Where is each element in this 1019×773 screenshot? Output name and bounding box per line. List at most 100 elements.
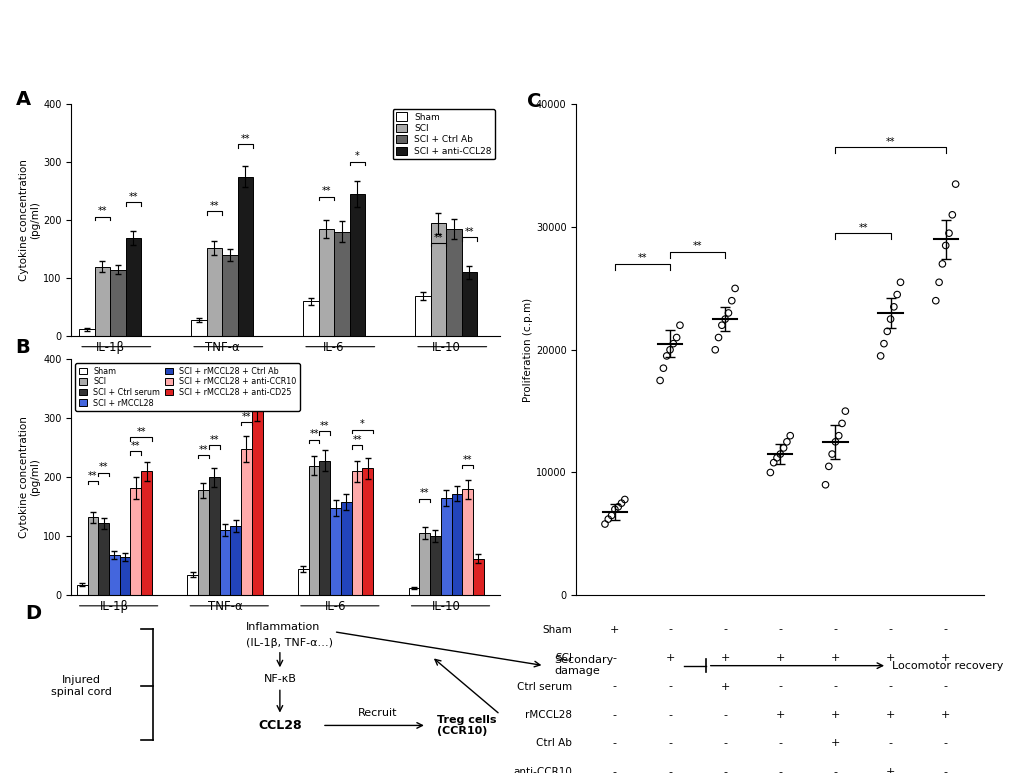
Text: -: - [722, 738, 727, 748]
Text: SCI: SCI [554, 653, 572, 663]
Legend: Sham, SCI, SCI + Ctrl serum, SCI + rMCCL28, SCI + rMCCL28 + Ctrl Ab, SCI + rMCCL: Sham, SCI, SCI + Ctrl serum, SCI + rMCCL… [75, 363, 300, 410]
Point [871, 349, 888, 362]
Bar [303, 301, 318, 336]
Text: +: + [719, 682, 730, 692]
Bar [119, 557, 130, 595]
Point [606, 503, 623, 516]
Text: **: ** [320, 421, 329, 431]
Text: **: ** [99, 462, 108, 472]
Point [651, 374, 667, 386]
Point [658, 349, 675, 362]
Text: -: - [667, 738, 672, 748]
Point [654, 362, 671, 374]
Bar [473, 559, 483, 595]
Text: Recruit: Recruit [358, 708, 397, 717]
Text: +: + [941, 710, 950, 720]
Point [889, 288, 905, 301]
Text: -: - [612, 710, 616, 720]
Text: -: - [833, 625, 837, 635]
Text: Ctrl Ab: Ctrl Ab [536, 738, 572, 748]
Bar [187, 574, 198, 595]
Text: **: ** [128, 192, 138, 202]
Bar [440, 498, 451, 595]
Bar [125, 237, 141, 336]
Text: (IL-1β, TNF-α…): (IL-1β, TNF-α…) [246, 638, 332, 648]
Text: **: ** [240, 134, 250, 144]
Text: **: ** [464, 226, 474, 237]
Point [599, 513, 615, 526]
Legend: Sham, SCI, SCI + Ctrl Ab, SCI + anti-CCL28: Sham, SCI, SCI + Ctrl Ab, SCI + anti-CCL… [392, 109, 495, 159]
Text: C: C [527, 92, 541, 111]
Bar [462, 273, 477, 336]
Text: **: ** [247, 372, 257, 382]
Point [727, 282, 743, 295]
Text: **: ** [321, 186, 331, 196]
Text: +: + [941, 653, 950, 663]
Bar [415, 295, 430, 336]
Text: Locomotor recovery: Locomotor recovery [891, 661, 1003, 671]
Point [829, 430, 846, 442]
Point [616, 493, 633, 506]
Text: **: ** [637, 254, 647, 264]
Bar [209, 477, 219, 595]
Bar [207, 248, 222, 336]
Point [823, 448, 840, 460]
Point [940, 227, 956, 240]
Point [709, 332, 726, 344]
Text: *: * [355, 152, 360, 162]
Text: -: - [777, 767, 782, 773]
Bar [451, 494, 462, 595]
Text: D: D [25, 604, 42, 622]
Point [875, 338, 892, 350]
Bar [252, 410, 262, 595]
Bar [219, 530, 230, 595]
Text: +: + [609, 625, 619, 635]
Bar [237, 177, 253, 336]
Text: -: - [667, 682, 672, 692]
Text: -: - [943, 738, 947, 748]
Bar [79, 329, 95, 336]
Text: -: - [722, 625, 727, 635]
Bar [350, 194, 365, 336]
Point [892, 276, 908, 288]
Text: -: - [612, 767, 616, 773]
Text: +: + [719, 653, 730, 663]
Point [930, 276, 947, 288]
Text: -: - [667, 767, 672, 773]
Bar [445, 229, 462, 336]
Text: +: + [886, 653, 895, 663]
Text: **: ** [130, 441, 141, 451]
Y-axis label: Proliferation (c.p.m): Proliferation (c.p.m) [523, 298, 533, 402]
Bar [334, 232, 350, 336]
Point [603, 509, 620, 522]
Text: anti-CCR10: anti-CCR10 [513, 767, 572, 773]
Bar [298, 569, 309, 595]
Point [834, 417, 850, 430]
Text: **: ** [88, 471, 98, 481]
Text: A: A [15, 90, 31, 110]
Text: -: - [833, 682, 837, 692]
Text: rMCCL28: rMCCL28 [525, 710, 572, 720]
Text: **: ** [209, 435, 219, 445]
Text: -: - [667, 625, 672, 635]
Text: +: + [829, 710, 840, 720]
Text: CCL28: CCL28 [258, 719, 302, 732]
Text: **: ** [98, 206, 107, 216]
Bar [230, 526, 240, 595]
Point [719, 307, 736, 319]
Text: -: - [777, 682, 782, 692]
Point [771, 448, 788, 460]
Point [944, 209, 960, 221]
Bar [109, 555, 119, 595]
Point [664, 338, 681, 350]
Point [716, 313, 733, 325]
Text: -: - [888, 625, 892, 635]
Text: +: + [774, 653, 785, 663]
Point [713, 319, 730, 332]
Bar [240, 449, 252, 595]
Bar [141, 472, 152, 595]
Bar [95, 267, 110, 336]
Text: **: ** [352, 435, 362, 445]
Text: -: - [612, 653, 616, 663]
Text: *: * [360, 419, 365, 429]
